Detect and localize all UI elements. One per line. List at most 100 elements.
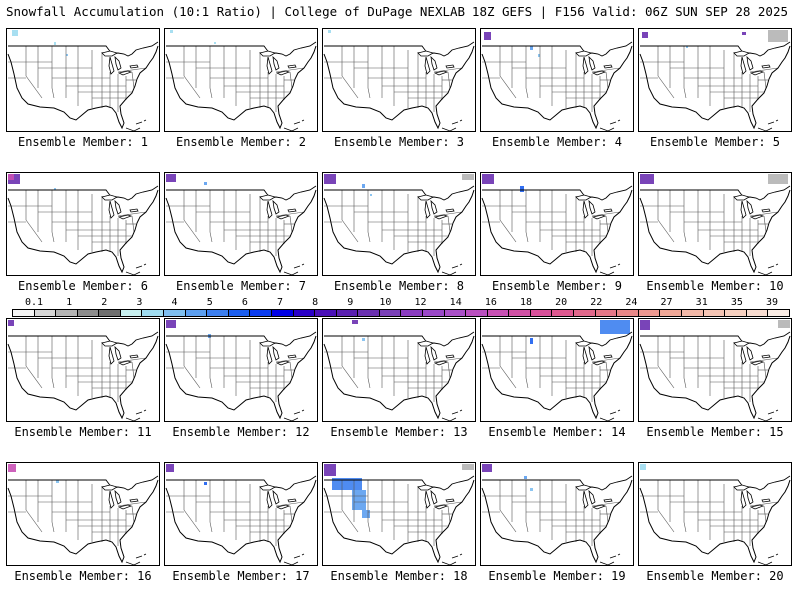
ensemble-panel: Ensemble Member: 7 bbox=[164, 172, 318, 300]
state-border bbox=[25, 509, 43, 533]
state-border bbox=[499, 219, 517, 243]
conus-map bbox=[6, 172, 160, 276]
state-border bbox=[117, 357, 147, 363]
great-lake bbox=[749, 214, 765, 220]
snowfall-patch bbox=[530, 488, 533, 491]
great-lake bbox=[433, 70, 449, 76]
snowfall-patch bbox=[362, 338, 365, 341]
national-border bbox=[482, 185, 633, 201]
state-border bbox=[25, 219, 43, 243]
coastline bbox=[7, 45, 159, 130]
great-lake bbox=[114, 345, 122, 361]
snowfall-patch bbox=[482, 464, 492, 472]
great-lake bbox=[129, 64, 139, 69]
colorbar-swatch bbox=[228, 310, 251, 316]
island bbox=[609, 121, 617, 125]
great-lake bbox=[424, 200, 431, 219]
coastline bbox=[323, 45, 475, 130]
ensemble-member-label: Ensemble Member: 14 bbox=[488, 425, 626, 439]
conus-map bbox=[164, 28, 318, 132]
national-border bbox=[482, 475, 633, 491]
island bbox=[609, 411, 617, 415]
ensemble-member-label: Ensemble Member: 16 bbox=[14, 569, 152, 583]
ensemble-member-label: Ensemble Member: 3 bbox=[333, 135, 465, 149]
island bbox=[599, 417, 615, 422]
colorbar-tick-label: 5 bbox=[206, 297, 213, 308]
state-border bbox=[499, 75, 517, 99]
colorbar-swatch bbox=[336, 310, 359, 316]
conus-map bbox=[480, 28, 634, 132]
state-border bbox=[275, 67, 305, 73]
ensemble-member-label: Ensemble Member: 17 bbox=[172, 569, 310, 583]
state-border bbox=[117, 211, 147, 217]
national-border bbox=[324, 41, 475, 57]
ensemble-member-label: Ensemble Member: 19 bbox=[488, 569, 626, 583]
ensemble-member-label: Ensemble Member: 10 bbox=[646, 279, 784, 293]
colorbar-tick-label: 8 bbox=[312, 297, 319, 308]
national-border bbox=[640, 185, 791, 201]
state-border bbox=[183, 509, 201, 533]
snowfall-patch bbox=[166, 464, 174, 472]
great-lake bbox=[272, 55, 280, 71]
great-lake bbox=[591, 214, 607, 220]
ensemble-member-label: Ensemble Member: 1 bbox=[17, 135, 149, 149]
great-lake bbox=[114, 55, 122, 71]
snowfall-patch bbox=[332, 478, 362, 490]
colorbar-swatch bbox=[530, 310, 553, 316]
great-lake bbox=[588, 489, 596, 505]
great-lake bbox=[417, 340, 434, 347]
great-lake bbox=[582, 200, 589, 219]
state-border bbox=[657, 75, 675, 99]
coastline bbox=[639, 335, 791, 420]
ensemble-member-label: Ensemble Member: 4 bbox=[491, 135, 623, 149]
great-lake bbox=[117, 214, 133, 220]
snowfall-patch bbox=[54, 42, 56, 45]
national-border bbox=[324, 185, 475, 201]
great-lake bbox=[746, 345, 754, 361]
state-border bbox=[499, 509, 517, 533]
snowfall-colorbar: 0.1 1 2 3 4 5 6 7 8 9 10 12 14 16 18 20 22 24 27 31 35 39 bbox=[12, 297, 790, 317]
great-lake bbox=[445, 354, 455, 359]
colorbar-tick-label: 1 bbox=[66, 297, 73, 308]
island bbox=[125, 127, 141, 132]
snowfall-patch bbox=[640, 174, 654, 184]
snowfall-patch bbox=[538, 54, 540, 57]
great-lake bbox=[746, 55, 754, 71]
state-border bbox=[117, 67, 147, 73]
island bbox=[757, 417, 773, 422]
island bbox=[767, 411, 775, 415]
snowfall-patch bbox=[204, 182, 207, 185]
ensemble-panel: Ensemble Member: 15 bbox=[638, 318, 792, 446]
colorbar-tick-label: 0.1 bbox=[24, 297, 44, 308]
island bbox=[775, 263, 779, 266]
colorbar-tick-label: 6 bbox=[241, 297, 248, 308]
snowfall-patch bbox=[686, 46, 688, 48]
colorbar-swatch bbox=[77, 310, 100, 316]
national-border bbox=[8, 185, 159, 201]
ensemble-panel: Ensemble Member: 14 bbox=[480, 318, 634, 446]
island bbox=[767, 265, 775, 269]
state-border bbox=[657, 509, 675, 533]
snowfall-patch bbox=[362, 184, 365, 188]
great-lake bbox=[588, 55, 596, 71]
great-lake bbox=[445, 64, 455, 69]
ensemble-member-label: Ensemble Member: 2 bbox=[175, 135, 307, 149]
great-lake bbox=[108, 200, 115, 219]
ensemble-panel: Ensemble Member: 10 bbox=[638, 172, 792, 300]
colorbar-swatch bbox=[120, 310, 143, 316]
colorbar-swatch bbox=[34, 310, 57, 316]
colorbar-swatch bbox=[401, 310, 423, 316]
coastline bbox=[639, 479, 791, 564]
conus-map bbox=[322, 462, 476, 566]
snowfall-patch bbox=[12, 30, 18, 36]
great-lake bbox=[108, 490, 115, 509]
ensemble-panel: Ensemble Member: 3 bbox=[322, 28, 476, 156]
great-lake bbox=[259, 484, 276, 491]
ensemble-member-label: Ensemble Member: 8 bbox=[333, 279, 465, 293]
great-lake bbox=[603, 354, 613, 359]
conus-map bbox=[480, 462, 634, 566]
snowfall-patch bbox=[324, 464, 336, 476]
state-border bbox=[657, 365, 675, 389]
great-lake bbox=[272, 345, 280, 361]
colorbar-swatch bbox=[509, 310, 531, 316]
